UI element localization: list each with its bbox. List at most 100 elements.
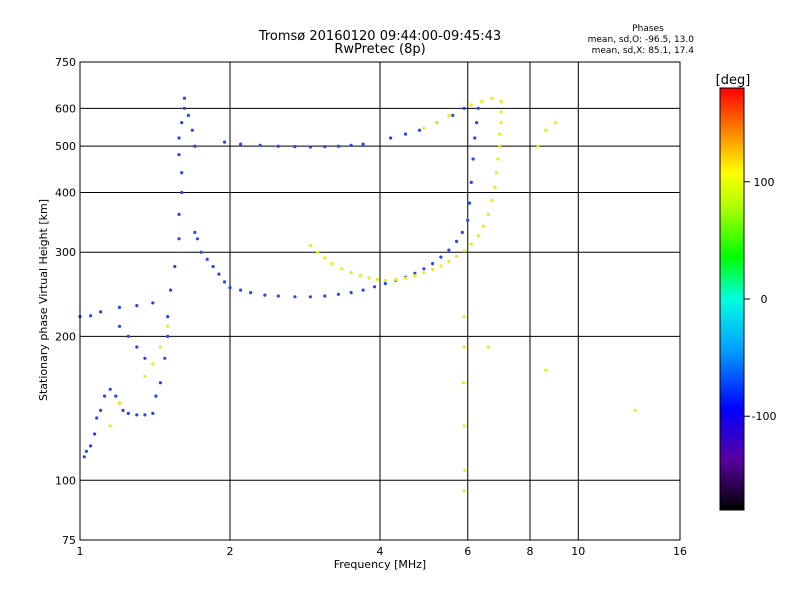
data-point-o — [177, 136, 181, 140]
data-point-x — [462, 424, 466, 428]
data-point-o — [475, 121, 479, 125]
data-point-o — [135, 345, 139, 349]
stats-x: mean, sd,X: 85.1, 17.4 — [592, 46, 695, 56]
data-point-x — [439, 264, 443, 268]
colorbar — [719, 87, 745, 511]
data-point-x — [431, 267, 435, 272]
data-point-o — [293, 145, 297, 149]
data-point-o — [308, 295, 312, 299]
data-point-o — [82, 455, 86, 459]
data-point-o — [249, 291, 253, 295]
data-point-o — [93, 432, 97, 436]
x-tick-label: 16 — [673, 545, 687, 558]
data-point-x — [117, 401, 122, 405]
data-point-o — [180, 121, 184, 125]
data-point-o — [263, 293, 267, 297]
colorbar-tick-label: 100 — [754, 176, 775, 189]
data-point-x — [463, 468, 467, 472]
data-point-o — [308, 145, 312, 149]
data-point-o — [466, 218, 470, 222]
data-point-o — [467, 201, 472, 205]
x-tick-label: 2 — [227, 545, 234, 558]
data-point-o — [293, 295, 297, 299]
data-point-o — [462, 106, 466, 110]
data-point-o — [182, 106, 186, 110]
data-point-o — [336, 292, 340, 296]
data-point-o — [447, 248, 451, 252]
data-point-x — [330, 262, 334, 266]
data-point-o — [372, 285, 377, 289]
data-point-x — [493, 185, 497, 189]
x-axis-label: Frequency [MHz] — [334, 558, 426, 571]
data-point-o — [190, 128, 194, 132]
data-point-o — [154, 394, 158, 398]
data-point-o — [114, 394, 118, 398]
x-tick-label: 8 — [527, 545, 534, 558]
data-point-x — [413, 274, 417, 278]
data-point-o — [413, 271, 417, 275]
data-point-x — [494, 171, 498, 175]
y-tick-label: 600 — [55, 102, 76, 115]
data-point-x — [480, 99, 484, 104]
stats-o: mean, sd,O: -96.5, 13.0 — [588, 35, 695, 45]
data-point-o — [349, 143, 353, 147]
chart-title: Tromsø 20160120 09:44:00-09:45:43 — [258, 29, 501, 44]
data-point-o — [126, 334, 130, 338]
y-tick-label: 500 — [55, 140, 76, 153]
data-point-o — [361, 288, 365, 292]
data-point-x — [544, 128, 548, 132]
data-point-x — [394, 277, 398, 282]
data-point-o — [199, 250, 203, 254]
data-point-o — [151, 301, 155, 305]
data-point-o — [180, 171, 184, 175]
data-point-o — [473, 136, 477, 140]
data-point-o — [89, 314, 93, 318]
data-point-o — [389, 136, 393, 140]
data-point-o — [469, 180, 473, 184]
data-point-x — [447, 259, 451, 263]
data-point-x — [499, 99, 503, 104]
data-point-x — [358, 274, 362, 278]
data-point-o — [431, 262, 435, 266]
x-tick-label: 4 — [377, 545, 384, 558]
y-tick-label: 300 — [55, 246, 76, 259]
x-tick-labels: 1 2 4 6 8 10 16 — [77, 545, 688, 558]
data-point-x — [166, 324, 170, 328]
data-point-x — [469, 242, 473, 246]
data-point-x — [403, 276, 408, 280]
stats-heading: Phases — [632, 24, 664, 34]
data-point-o — [417, 128, 422, 132]
data-point-x — [481, 224, 485, 228]
data-point-x — [499, 121, 503, 125]
data-point-o — [99, 408, 103, 412]
data-point-x — [447, 113, 451, 117]
y-tick-label: 750 — [55, 56, 76, 69]
y-tick-label: 75 — [62, 534, 76, 547]
data-point-o — [476, 106, 480, 110]
data-point-x — [367, 276, 371, 280]
data-point-x — [349, 271, 353, 275]
data-point-x — [476, 234, 480, 238]
data-point-o — [169, 288, 173, 292]
data-point-x — [490, 198, 494, 202]
data-point-x — [455, 254, 459, 258]
y-tick-label: 100 — [55, 474, 76, 487]
data-point-x — [496, 157, 500, 161]
y-axis-label: Stationary phase Virtual Height [km] — [37, 199, 50, 401]
data-point-x — [340, 267, 344, 271]
plot-frame — [79, 61, 681, 541]
data-point-o — [182, 96, 186, 100]
x-tick-label: 1 — [77, 545, 84, 558]
data-point-o — [108, 387, 112, 391]
data-point-x — [462, 315, 466, 319]
data-point-x — [498, 132, 502, 136]
data-point-o — [228, 286, 232, 290]
data-point-o — [151, 411, 155, 415]
colorbar-label: [deg] — [716, 73, 751, 88]
data-point-o — [95, 416, 99, 420]
data-point-o — [217, 272, 221, 276]
data-point-o — [349, 291, 353, 295]
data-point-o — [403, 132, 408, 136]
data-point-x — [553, 121, 558, 125]
